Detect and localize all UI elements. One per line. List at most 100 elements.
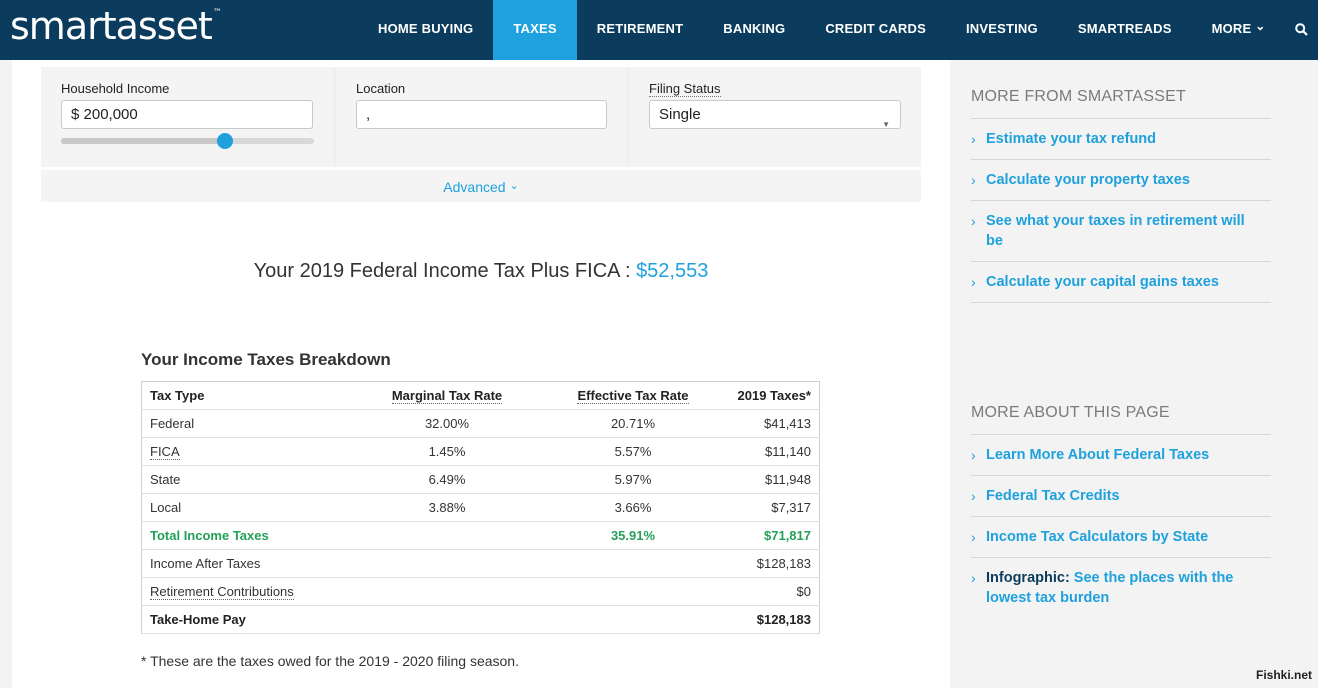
row-fica-taxes: $11,140 xyxy=(726,437,820,466)
row-local-effective: 3.66% xyxy=(540,493,726,522)
table-row: Local 3.88% 3.66% $7,317 xyxy=(141,493,820,522)
row-federal-marginal: 32.00% xyxy=(354,409,540,438)
nav-investing[interactable]: INVESTING xyxy=(965,21,1038,36)
nav-banking[interactable]: BANKING xyxy=(723,21,786,36)
income-input[interactable]: $ 200,000 xyxy=(61,100,313,129)
empty-cell xyxy=(354,605,540,634)
col-effective-rate[interactable]: Effective Tax Rate xyxy=(540,381,726,410)
row-federal-effective: 20.71% xyxy=(540,409,726,438)
income-slider-fill xyxy=(61,138,226,144)
smartasset-logo[interactable]: smartasset™ xyxy=(10,4,222,48)
row-state-effective: 5.97% xyxy=(540,465,726,494)
filing-field-box: Filing Status Single ▼ xyxy=(629,67,921,167)
row-state-marginal: 6.49% xyxy=(354,465,540,494)
filing-status-select[interactable]: Single ▼ xyxy=(649,100,901,129)
link-label: Calculate your property taxes xyxy=(986,172,1190,188)
nav-taxes[interactable]: TAXES xyxy=(493,0,577,60)
advanced-toggle[interactable]: Advanced ⌄ xyxy=(443,179,518,195)
chevron-right-icon: › xyxy=(971,131,976,147)
advanced-label: Advanced xyxy=(443,179,506,195)
income-slider[interactable] xyxy=(61,133,314,149)
link-label: Estimate your tax refund xyxy=(986,131,1157,147)
chevron-right-icon: › xyxy=(971,172,976,188)
nav-more[interactable]: MORE ⌄ xyxy=(1192,0,1286,60)
row-fica-marginal: 1.45% xyxy=(354,437,540,466)
take-home-value: $128,183 xyxy=(726,605,820,634)
calculator-inputs: Household Income $ 200,000 Location , Fi… xyxy=(41,67,921,202)
main-nav: HOME BUYING TAXES RETIREMENT BANKING CRE… xyxy=(358,0,1318,60)
income-slider-handle[interactable] xyxy=(217,133,234,149)
retirement-label: Retirement Contributions xyxy=(150,584,294,600)
nav-home-buying[interactable]: HOME BUYING xyxy=(378,21,474,36)
link-calculators-by-state[interactable]: › Income Tax Calculators by State xyxy=(971,517,1271,558)
nav-smartreads[interactable]: SMARTREADS xyxy=(1077,21,1172,36)
total-effective: 35.91% xyxy=(540,521,726,550)
row-local-marginal: 3.88% xyxy=(354,493,540,522)
chevron-right-icon: › xyxy=(971,213,976,229)
table-row: FICA 1.45% 5.57% $11,140 xyxy=(141,437,820,466)
link-infographic[interactable]: › Infographic: See the places with the lo… xyxy=(971,558,1271,618)
empty-cell xyxy=(540,577,726,606)
nav-retirement[interactable]: RETIREMENT xyxy=(596,21,684,36)
total-row: Total Income Taxes 35.91% $71,817 xyxy=(141,521,820,550)
location-input[interactable]: , xyxy=(356,100,607,129)
main-content: Household Income $ 200,000 Location , Fi… xyxy=(12,60,950,688)
fica-label: FICA xyxy=(150,444,180,460)
col-marginal-rate[interactable]: Marginal Tax Rate xyxy=(354,381,540,410)
col-tax-type: Tax Type xyxy=(141,381,354,410)
search-icon xyxy=(1295,23,1309,36)
row-fica-type[interactable]: FICA xyxy=(141,437,354,466)
link-retirement-taxes[interactable]: › See what your taxes in retirement will … xyxy=(971,201,1271,262)
row-federal-taxes: $41,413 xyxy=(726,409,820,438)
infographic-label: Infographic: xyxy=(986,570,1070,586)
chevron-right-icon: › xyxy=(971,570,976,586)
income-label: Household Income xyxy=(61,81,170,96)
empty-cell xyxy=(540,549,726,578)
retirement-row: Retirement Contributions $0 xyxy=(141,577,820,606)
take-home-row: Take-Home Pay $128,183 xyxy=(141,605,820,634)
row-state-type: State xyxy=(141,465,354,494)
effective-rate-header: Effective Tax Rate xyxy=(577,388,689,404)
chevron-down-icon: ⌄ xyxy=(1255,19,1266,33)
location-field-box: Location , xyxy=(336,67,626,167)
nav-credit-cards[interactable]: CREDIT CARDS xyxy=(825,21,926,36)
retirement-label-cell[interactable]: Retirement Contributions xyxy=(141,577,354,606)
link-label: Federal Tax Credits xyxy=(986,488,1120,504)
footnote: * These are the taxes owed for the 2019 … xyxy=(141,653,519,669)
more-from-list: › Estimate your tax refund › Calculate you… xyxy=(971,118,1271,303)
link-label: Calculate your capital gains taxes xyxy=(986,274,1219,290)
row-local-taxes: $7,317 xyxy=(726,493,820,522)
search-button[interactable] xyxy=(1285,0,1318,60)
dropdown-arrow-icon: ▼ xyxy=(882,120,890,129)
chevron-right-icon: › xyxy=(971,488,976,504)
chevron-right-icon: › xyxy=(971,529,976,545)
about-page-list: › Learn More About Federal Taxes › Federal… xyxy=(971,434,1271,618)
table-header-row: Tax Type Marginal Tax Rate Effective Tax… xyxy=(141,381,820,410)
link-estimate-refund[interactable]: › Estimate your tax refund xyxy=(971,119,1271,160)
link-federal-taxes[interactable]: › Learn More About Federal Taxes xyxy=(971,435,1271,476)
filing-status-label: Filing Status xyxy=(649,81,721,97)
link-property-taxes[interactable]: › Calculate your property taxes xyxy=(971,160,1271,201)
tax-breakdown-table: Tax Type Marginal Tax Rate Effective Tax… xyxy=(141,381,820,634)
logo-trademark: ™ xyxy=(212,8,222,19)
advanced-row: Advanced ⌄ xyxy=(41,167,921,202)
link-capital-gains[interactable]: › Calculate your capital gains taxes xyxy=(971,262,1271,303)
row-local-type: Local xyxy=(141,493,354,522)
chevron-right-icon: › xyxy=(971,274,976,290)
row-federal-type: Federal xyxy=(141,409,354,438)
top-navbar: smartasset™ HOME BUYING TAXES RETIREMENT… xyxy=(0,0,1318,60)
row-fica-effective: 5.57% xyxy=(540,437,726,466)
total-label: Total Income Taxes xyxy=(141,521,354,550)
infographic-text: See the places with the lowest tax burde… xyxy=(986,570,1234,606)
table-row: Federal 32.00% 20.71% $41,413 xyxy=(141,409,820,438)
logo-text: smartasset xyxy=(10,4,213,48)
link-federal-tax-credits[interactable]: › Federal Tax Credits xyxy=(971,476,1271,517)
empty-cell xyxy=(354,577,540,606)
link-label: See what your taxes in retirement will b… xyxy=(986,213,1245,249)
about-page-title: MORE ABOUT THIS PAGE xyxy=(971,404,1170,421)
col-taxes: 2019 Taxes* xyxy=(726,381,820,410)
table-row: State 6.49% 5.97% $11,948 xyxy=(141,465,820,494)
after-taxes-value: $128,183 xyxy=(726,549,820,578)
take-home-label: Take-Home Pay xyxy=(141,605,354,634)
row-state-taxes: $11,948 xyxy=(726,465,820,494)
